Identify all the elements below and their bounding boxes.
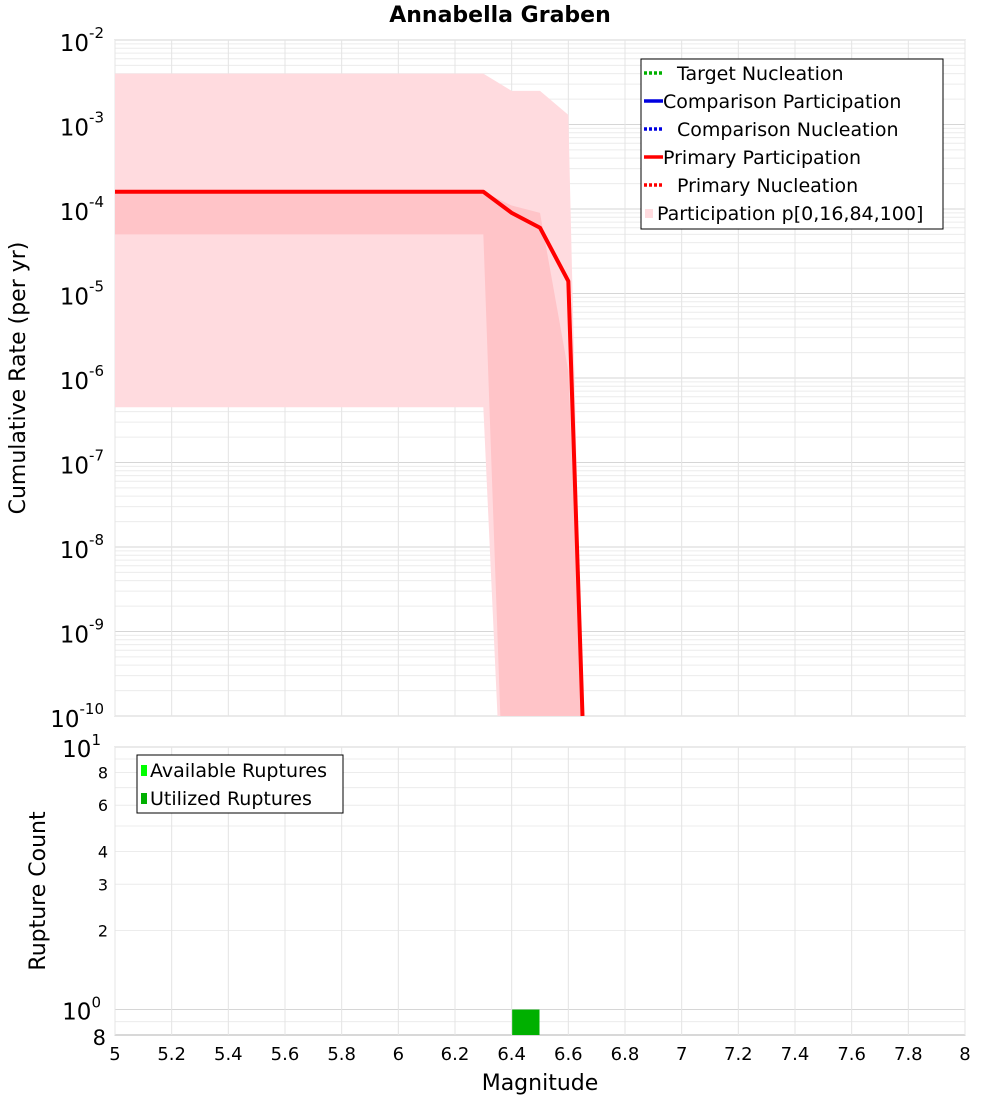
x-tick-label: 5.6 (271, 1044, 300, 1065)
rate-legend-label: Participation p[0,16,84,100] (657, 203, 923, 225)
rate-y-tick-exponent: -3 (89, 109, 104, 127)
x-tick-label: 5.8 (327, 1044, 356, 1065)
count-y-axis-label: Rupture Count (26, 811, 51, 971)
rate-y-tick-base: 10 (50, 707, 79, 733)
rate-y-tick-exponent: -8 (89, 531, 104, 549)
chart-title: Annabella Graben (389, 3, 611, 28)
rate-legend-label: Primary Nucleation (677, 175, 858, 197)
x-tick-label: 6.2 (441, 1044, 470, 1065)
rate-bands (115, 73, 583, 717)
rate-y-tick-exponent: -9 (89, 616, 104, 634)
rate-lines (115, 189, 585, 717)
x-tick-label: 6 (393, 1044, 404, 1065)
x-axis-label: Magnitude (482, 1071, 599, 1096)
count-legend-swatch (141, 765, 147, 776)
count-y-major-tick-label: 100 (62, 994, 101, 1026)
rate-y-tick-label: 10-8 (60, 531, 104, 564)
rate-legend-label: Primary Participation (663, 147, 861, 169)
rate-y-tick-base: 10 (60, 285, 89, 311)
count-bars (512, 1009, 540, 1035)
rate-legend-label: Target Nucleation (676, 63, 844, 85)
rate-y-tick-label: 10-6 (60, 362, 104, 395)
rate-y-tick-label: 10-5 (60, 278, 104, 311)
rate-y-ticks: 10-210-310-410-510-610-710-810-910-10 (50, 24, 104, 733)
rate-legend-label: Comparison Nucleation (677, 119, 899, 141)
x-tick-label: 7.6 (837, 1044, 866, 1065)
x-tick-label: 7.8 (894, 1044, 923, 1065)
rate-y-tick-label: 10-4 (60, 193, 104, 226)
count-y-tick-base: 10 (62, 737, 91, 763)
count-x-ticks: 5 5.2 5.4 5.6 5.8 6 6.2 6.4 6.6 6.8 7 7.2 7.4 7.6 7.8 8 (109, 1044, 970, 1065)
rate-y-tick-label: 10-10 (50, 700, 104, 733)
x-tick-label: 7.4 (781, 1044, 810, 1065)
x-tick-label: 5.2 (157, 1044, 186, 1065)
x-tick-label: 6.8 (611, 1044, 640, 1065)
rate-legend-box (640, 58, 944, 230)
rate-legend: Target Nucleation Comparison Participatio… (640, 58, 944, 230)
count-y-tick-base: 10 (62, 1000, 91, 1026)
count-y-minor-tick-label: 4 (98, 842, 108, 861)
count-legend: Available Ruptures Utilized Ruptures (136, 754, 344, 814)
rate-y-tick-exponent: -2 (89, 24, 104, 42)
count-y-minor-tick-label: 8 (93, 1026, 106, 1050)
count-legend-box (136, 754, 344, 814)
rate-y-tick-exponent: -7 (89, 447, 104, 465)
rate-panel: 10-210-310-410-510-610-710-810-910-10 Cu… (6, 24, 966, 733)
count-y-tick-exponent: 0 (91, 994, 101, 1012)
count-y-tick-exponent: 1 (91, 731, 101, 749)
rate-y-tick-label: 10-9 (60, 616, 104, 649)
rate-y-tick-exponent: -5 (89, 278, 104, 296)
x-tick-label: 6.4 (497, 1044, 526, 1065)
rate-y-axis-label: Cumulative Rate (per yr) (6, 242, 31, 515)
rupture-count-bar (512, 1009, 540, 1035)
count-grid (114, 746, 966, 1035)
count-y-minor-tick-label: 2 (98, 922, 108, 941)
rate-y-tick-label: 10-7 (60, 447, 104, 480)
x-tick-label: 7 (676, 1044, 687, 1065)
rate-y-tick-base: 10 (60, 200, 89, 226)
rate-y-tick-exponent: -10 (80, 700, 105, 718)
rate-y-tick-label: 10-2 (60, 24, 104, 57)
x-tick-label: 8 (959, 1044, 970, 1065)
x-tick-label: 5.4 (214, 1044, 243, 1065)
participation-band-p16-p84 (115, 191, 583, 717)
rate-y-tick-base: 10 (60, 454, 89, 480)
rate-y-tick-base: 10 (60, 369, 89, 395)
x-tick-label: 6.6 (554, 1044, 583, 1065)
rate-y-tick-base: 10 (60, 116, 89, 142)
count-y-minor-tick-label: 3 (98, 875, 108, 894)
rate-y-tick-label: 10-3 (60, 109, 104, 142)
count-legend-label: Utilized Ruptures (150, 788, 312, 810)
legend-swatch-participation-band (645, 209, 653, 218)
count-legend-label: Available Ruptures (150, 760, 327, 782)
rate-y-tick-base: 10 (60, 538, 89, 564)
count-y-minor-tick-label: 8 (98, 763, 108, 782)
count-legend-swatch (141, 793, 147, 804)
rate-y-tick-base: 10 (60, 623, 89, 649)
count-y-major-tick-label: 101 (62, 731, 101, 763)
series-line-primary-participation (115, 189, 585, 717)
rate-legend-label: Comparison Participation (663, 91, 901, 113)
count-y-minor-tick-label: 6 (98, 796, 108, 815)
x-tick-label: 7.2 (724, 1044, 753, 1065)
rate-y-tick-exponent: -4 (89, 193, 104, 211)
rate-y-tick-base: 10 (60, 31, 89, 57)
rate-y-tick-exponent: -6 (89, 362, 104, 380)
x-tick-label: 5 (109, 1044, 120, 1065)
